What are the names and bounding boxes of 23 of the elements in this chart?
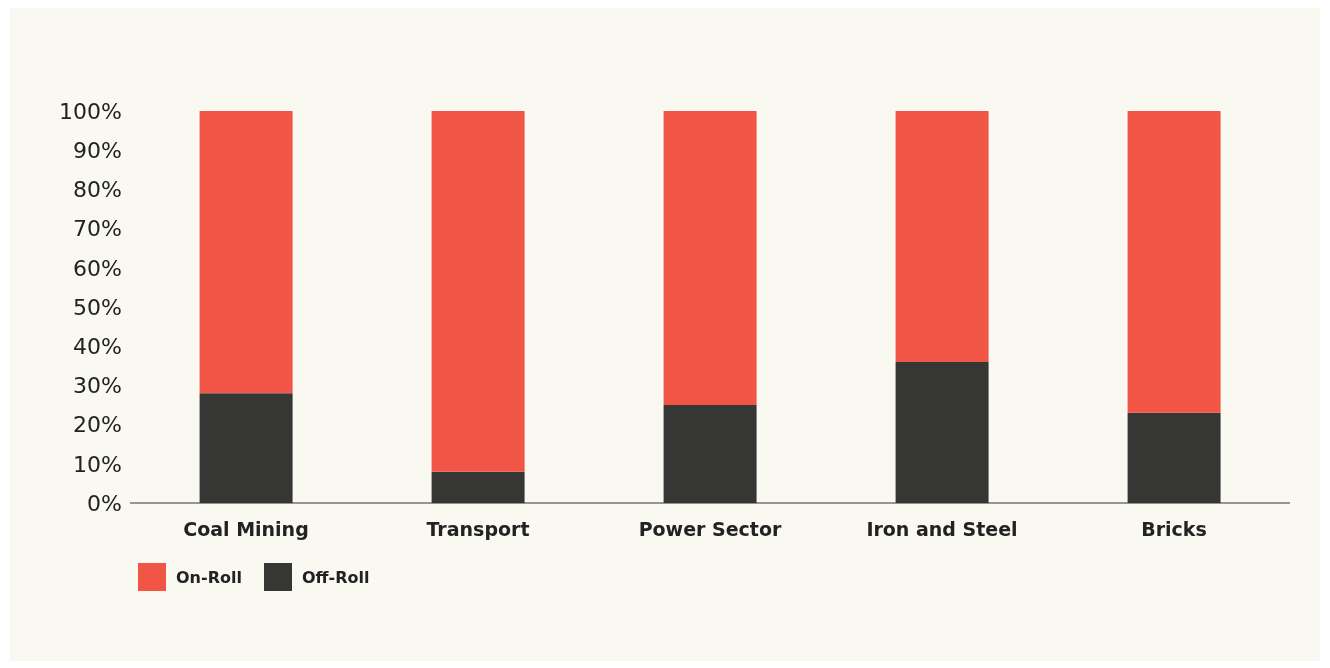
bar xyxy=(431,111,525,472)
y-tick-label: 30% xyxy=(73,373,122,399)
x-tick-label: Transport xyxy=(426,518,530,541)
bar xyxy=(199,111,293,394)
y-tick-label: 10% xyxy=(73,451,122,477)
y-tick-label: 40% xyxy=(73,334,122,360)
x-tick-label: Power Sector xyxy=(638,518,782,541)
y-tick-label: 90% xyxy=(73,138,122,164)
x-tick-label: Iron and Steel xyxy=(866,518,1018,541)
bar xyxy=(663,111,757,405)
y-tick-label: 20% xyxy=(73,412,122,438)
legend-label: On-Roll xyxy=(176,567,242,587)
y-tick-label: 100% xyxy=(59,98,122,124)
bar xyxy=(1127,111,1221,413)
legend-label: Off-Roll xyxy=(301,567,370,587)
bar xyxy=(895,111,989,362)
y-tick-label: 50% xyxy=(73,294,122,320)
y-tick-label: 0% xyxy=(87,490,122,516)
y-tick-label: 60% xyxy=(73,255,122,281)
x-tick-label: Bricks xyxy=(1141,518,1207,541)
x-tick-label: Coal Mining xyxy=(183,518,309,541)
y-tick-label: 70% xyxy=(73,216,122,242)
y-tick-label: 80% xyxy=(73,177,122,203)
